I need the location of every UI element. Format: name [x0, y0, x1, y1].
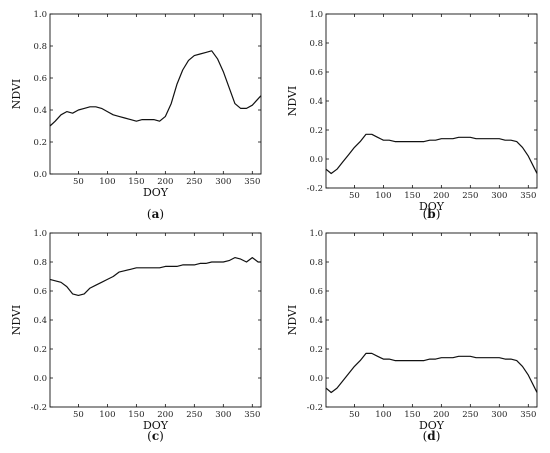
- panel-label-close: ): [159, 207, 164, 221]
- y-tick-label: 1.0: [309, 10, 323, 20]
- plot-frame: [49, 232, 262, 408]
- x-tick-label: 150: [128, 410, 144, 420]
- x-tick-label: 250: [462, 410, 478, 420]
- plot-frame: [325, 13, 538, 189]
- panel-label-b: (b): [423, 207, 441, 221]
- x-tick-label: 200: [433, 191, 449, 201]
- y-axis-label: NDVI: [10, 79, 23, 110]
- panel-label-open: (: [147, 429, 152, 443]
- series-line: [49, 257, 261, 296]
- chart-panel-b: -0.2 0.0 0.2 0.4 0.6 0.8 1.0 50 100 150 200 250 300 3…: [286, 10, 538, 221]
- x-tick-label: 150: [404, 191, 420, 201]
- panel-label-letter: b: [427, 207, 435, 221]
- panel-label-close: ): [159, 429, 164, 443]
- y-tick-label: 0.0: [33, 374, 47, 384]
- panel-label-close: ): [436, 207, 441, 221]
- y-tick-label: 0.8: [33, 42, 47, 52]
- y-tick-label: 0.8: [33, 258, 47, 268]
- x-tick-label: 350: [244, 177, 260, 187]
- x-tick-label: 350: [244, 410, 260, 420]
- chart-panel-c: -0.2 0.0 0.2 0.4 0.6 0.8 1.0 50 100 150 200 250 300 3…: [10, 229, 262, 443]
- x-tick-label: 50: [349, 191, 360, 201]
- y-tick-label: -0.2: [307, 184, 323, 194]
- y-tick-label: 0.0: [309, 155, 323, 165]
- x-tick-label: 100: [375, 191, 391, 201]
- x-tick-label: 50: [73, 410, 84, 420]
- x-axis-label: DOY: [143, 186, 169, 199]
- x-tick-label: 300: [215, 410, 231, 420]
- x-tick-label: 200: [157, 410, 173, 420]
- x-tick-label: 350: [520, 191, 536, 201]
- x-axis-label: DOY: [419, 419, 445, 432]
- x-tick-label: 250: [186, 410, 202, 420]
- y-tick-label: 1.0: [33, 10, 47, 20]
- x-tick-label: 150: [128, 177, 144, 187]
- chart-panel-d: -0.2 0.0 0.2 0.4 0.6 0.8 1.0 50 100 150 200 250 300 3…: [286, 229, 538, 443]
- y-axis-label: NDVI: [10, 305, 23, 336]
- y-tick-label: 0.2: [309, 345, 323, 355]
- panel-label-letter: a: [152, 207, 160, 221]
- y-tick-label: 0.6: [309, 68, 323, 78]
- y-tick-label: 0.4: [33, 316, 47, 326]
- y-tick-label: 0.8: [309, 39, 323, 49]
- y-tick-label: 0.0: [309, 374, 323, 384]
- y-tick-label: 0.4: [309, 97, 323, 107]
- x-axis-label: DOY: [419, 200, 445, 213]
- y-tick-label: 0.6: [309, 287, 323, 297]
- y-tick-label: 0.6: [33, 74, 47, 84]
- plot-frame: [49, 13, 262, 175]
- series-line: [325, 133, 538, 175]
- panel-label-letter: d: [427, 429, 436, 443]
- x-tick-label: 350: [520, 410, 536, 420]
- panel-label-open: (: [423, 207, 428, 221]
- x-tick-label: 200: [433, 410, 449, 420]
- y-tick-label: 0.4: [33, 106, 47, 116]
- x-tick-label: 100: [375, 410, 391, 420]
- panel-label-d: (d): [423, 429, 441, 443]
- x-tick-label: 300: [215, 177, 231, 187]
- panel-label-letter: c: [152, 429, 159, 443]
- x-tick-label: 100: [99, 177, 115, 187]
- y-axis-label: NDVI: [286, 305, 299, 336]
- panel-label-c: (c): [147, 429, 164, 443]
- y-tick-label: -0.2: [307, 403, 323, 413]
- y-tick-label: 0.2: [33, 138, 47, 148]
- y-tick-label: 0.8: [309, 258, 323, 268]
- chart-panel-a: 0.0 0.2 0.4 0.6 0.8 1.0 50 100 150 200 250 300 350 DO…: [10, 10, 262, 221]
- x-axis-label: DOY: [143, 419, 169, 432]
- y-tick-label: 1.0: [33, 229, 47, 239]
- y-tick-label: -0.2: [31, 403, 47, 413]
- panel-label-close: ): [436, 429, 441, 443]
- y-tick-label: 0.4: [309, 316, 323, 326]
- y-tick-label: 0.6: [33, 287, 47, 297]
- y-tick-label: 0.2: [33, 345, 47, 355]
- x-tick-label: 250: [462, 191, 478, 201]
- y-tick-label: 0.0: [33, 170, 47, 180]
- x-tick-label: 100: [99, 410, 115, 420]
- series-line: [325, 352, 538, 394]
- panel-label-a: (a): [147, 207, 164, 221]
- series-line: [49, 50, 262, 127]
- x-tick-label: 250: [186, 177, 202, 187]
- x-tick-label: 300: [491, 410, 507, 420]
- y-axis-label: NDVI: [286, 86, 299, 117]
- panel-label-open: (: [147, 207, 152, 221]
- x-tick-label: 150: [404, 410, 420, 420]
- panel-label-open: (: [423, 429, 428, 443]
- x-tick-label: 300: [491, 191, 507, 201]
- y-tick-label: 1.0: [309, 229, 323, 239]
- plot-frame: [325, 232, 538, 408]
- y-tick-label: 0.2: [309, 126, 323, 136]
- x-tick-label: 200: [157, 177, 173, 187]
- x-tick-label: 50: [349, 410, 360, 420]
- x-tick-label: 50: [73, 177, 84, 187]
